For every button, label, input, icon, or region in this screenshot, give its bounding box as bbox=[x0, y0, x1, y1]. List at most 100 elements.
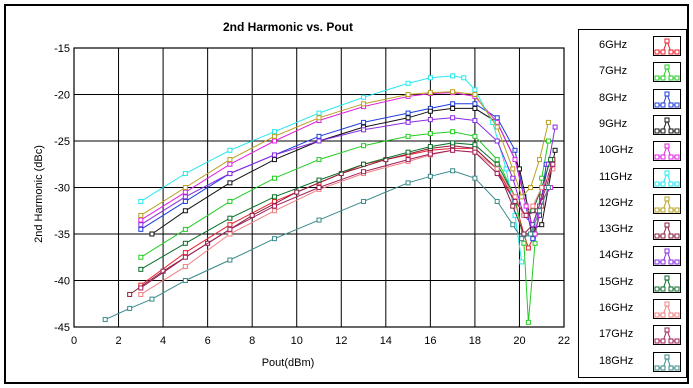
legend-label: 13GHz bbox=[599, 223, 634, 236]
legend-swatch-marker bbox=[664, 248, 670, 254]
data-point bbox=[316, 133, 322, 139]
data-point bbox=[450, 168, 456, 174]
x-tick-label: 14 bbox=[380, 335, 392, 347]
data-point bbox=[227, 161, 233, 167]
data-point bbox=[537, 157, 542, 163]
legend-label: 6GHz bbox=[599, 39, 628, 51]
data-point bbox=[494, 166, 500, 172]
data-point bbox=[405, 115, 411, 121]
data-point bbox=[361, 161, 367, 167]
legend-swatch-glyph bbox=[654, 117, 680, 134]
data-point bbox=[138, 254, 144, 260]
legend-swatch-marker bbox=[664, 143, 670, 149]
legend-label: 10GHz bbox=[599, 144, 634, 157]
data-point bbox=[494, 138, 500, 144]
legend-swatch-glyph bbox=[654, 327, 680, 344]
legend-swatch-glyph bbox=[654, 222, 680, 239]
legend-swatch bbox=[653, 88, 681, 109]
y-tick-label: -40 bbox=[54, 276, 70, 288]
data-point bbox=[149, 296, 155, 302]
data-point bbox=[472, 87, 478, 93]
data-point bbox=[138, 266, 144, 272]
data-point bbox=[525, 245, 531, 251]
y-axis-label: 2nd Harmonic (dBc) bbox=[33, 145, 45, 243]
legend-swatch-marker bbox=[654, 312, 660, 318]
data-point bbox=[361, 94, 367, 100]
data-point bbox=[316, 110, 322, 116]
series-line bbox=[140, 92, 552, 236]
data-point bbox=[271, 133, 277, 139]
plot-border bbox=[73, 47, 565, 328]
data-point bbox=[472, 92, 478, 97]
legend-label: 12GHz bbox=[599, 196, 634, 209]
data-point bbox=[512, 194, 518, 200]
x-tick-label: 8 bbox=[249, 335, 255, 347]
legend-swatch-glyph bbox=[654, 275, 680, 292]
data-point bbox=[227, 215, 233, 221]
legend-swatch-marker bbox=[654, 365, 660, 371]
data-point bbox=[361, 101, 367, 107]
data-point bbox=[182, 198, 188, 204]
data-point bbox=[510, 166, 516, 172]
data-point bbox=[539, 222, 545, 228]
data-point bbox=[450, 115, 456, 121]
data-point bbox=[182, 254, 188, 260]
legend-item: 6GHz bbox=[579, 34, 688, 60]
data-point bbox=[271, 138, 277, 144]
data-point bbox=[227, 257, 233, 263]
legend-swatch-marker bbox=[660, 75, 666, 81]
data-point bbox=[271, 208, 277, 214]
data-point bbox=[552, 124, 558, 130]
data-point bbox=[405, 80, 411, 86]
data-point bbox=[427, 75, 433, 81]
series-18GHz bbox=[102, 168, 551, 323]
data-point bbox=[427, 131, 433, 137]
data-point bbox=[545, 138, 551, 144]
data-point bbox=[523, 212, 529, 218]
data-point bbox=[182, 264, 188, 270]
data-point bbox=[338, 171, 344, 177]
data-point bbox=[510, 203, 516, 209]
data-point bbox=[450, 73, 456, 79]
data-point bbox=[450, 101, 456, 107]
data-point bbox=[138, 291, 144, 297]
data-point bbox=[361, 119, 367, 125]
legend-swatch-marker bbox=[668, 233, 674, 239]
legend-item: 11GHz bbox=[579, 166, 688, 192]
data-point bbox=[182, 208, 188, 214]
legend-swatch-marker bbox=[668, 312, 674, 318]
legend-swatch-marker bbox=[654, 49, 660, 55]
data-point bbox=[472, 105, 478, 111]
data-point bbox=[138, 212, 144, 218]
legend-label: 14GHz bbox=[599, 249, 634, 262]
data-point bbox=[450, 147, 456, 153]
data-point bbox=[427, 117, 433, 123]
data-point bbox=[427, 173, 433, 179]
grid bbox=[73, 47, 565, 328]
data-point bbox=[532, 240, 538, 246]
data-point bbox=[494, 124, 500, 130]
data-point bbox=[182, 171, 188, 177]
legend-swatch-marker bbox=[654, 128, 660, 134]
legend-swatch-marker bbox=[664, 354, 670, 360]
data-point bbox=[519, 194, 525, 200]
legend-swatch-marker bbox=[668, 365, 674, 371]
legend-swatch-marker bbox=[668, 75, 674, 81]
legend-swatch-marker bbox=[660, 312, 666, 318]
legend-item: 14GHz bbox=[579, 244, 688, 270]
data-point bbox=[450, 105, 456, 111]
legend-swatch-marker bbox=[654, 338, 660, 344]
x-tick-label: 12 bbox=[335, 335, 347, 347]
legend-swatch-glyph bbox=[654, 38, 680, 55]
x-tick-label: 0 bbox=[71, 335, 77, 347]
legend-label: 8GHz bbox=[599, 91, 628, 104]
data-point bbox=[545, 185, 551, 190]
data-point bbox=[361, 143, 367, 149]
data-point bbox=[182, 250, 188, 256]
x-tick-label: 10 bbox=[291, 335, 303, 347]
legend-swatch bbox=[653, 351, 681, 372]
data-point bbox=[494, 119, 500, 125]
data-point bbox=[530, 203, 536, 209]
legend-item: 18GHz bbox=[579, 350, 688, 376]
data-point bbox=[521, 240, 527, 246]
